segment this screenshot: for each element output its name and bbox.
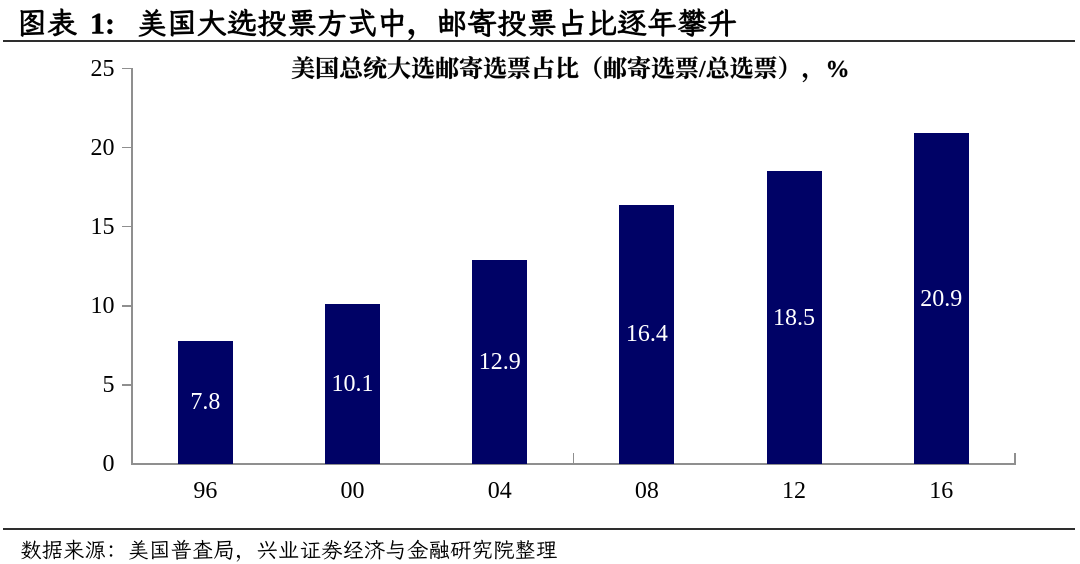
y-axis-tick [121,384,132,386]
y-axis-tick [121,305,132,307]
y-axis-label: 15 [90,213,115,240]
y-axis-label: 10 [90,292,115,319]
y-axis-label: 0 [102,451,115,477]
bar-00: 10.1 [325,304,381,464]
bar-value-label: 10.1 [331,371,374,398]
bar-96: 7.8 [177,340,233,464]
y-axis [130,67,133,465]
bar-12: 18.5 [766,171,822,464]
figure-title-glyphs [20,7,737,41]
x-axis-label: 04 [487,478,512,504]
x-axis-tick [1014,453,1016,463]
figure-title: 图表 1: 美国大选投票方式中，邮寄投票占比逐年攀升 [17,5,737,44]
bar-value-label: 12.9 [478,348,521,375]
bar-04: 12.9 [472,259,528,464]
footer-divider [3,527,1075,530]
y-axis-label: 5 [102,371,115,398]
y-axis-tick [121,146,132,149]
bar-value-label: 18.5 [773,304,816,331]
source-note-glyphs [21,539,557,562]
bar-08: 16.4 [619,204,675,464]
x-axis-label: 16 [929,478,954,504]
x-axis-tick [572,453,575,463]
x-axis-label: 00 [340,478,365,504]
bar-value-label: 16.4 [625,321,668,348]
bar-16: 20.9 [913,133,969,464]
x-axis-label: 96 [193,478,218,504]
y-axis-tick [121,225,132,228]
y-axis-tick [121,67,132,70]
y-axis-label: 20 [90,134,115,161]
chart-title: 美国总统大选邮寄选票占比（邮寄选票/总选票），% [291,54,850,85]
header-divider [3,40,1075,43]
source-note: 数据来源：美国普查局，兴业证券经济与金融研究院整理 [20,537,558,564]
bar-value-label: 20.9 [920,285,963,312]
x-axis-label: 12 [782,478,807,504]
x-axis-label: 08 [634,478,659,504]
x-axis [130,463,1016,465]
y-axis-label: 25 [90,55,115,82]
chart-title-glyphs [291,56,848,83]
bar-value-label: 7.8 [190,389,221,416]
